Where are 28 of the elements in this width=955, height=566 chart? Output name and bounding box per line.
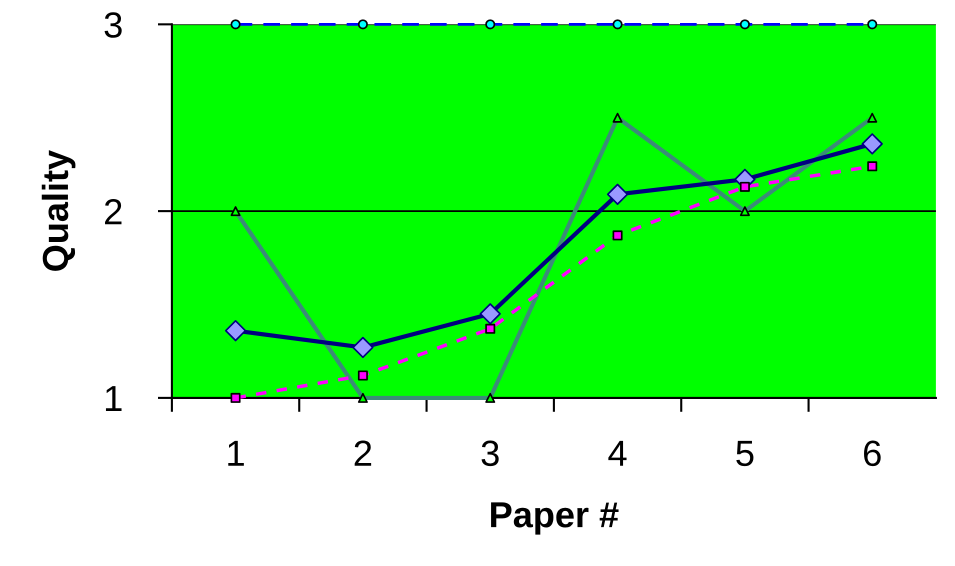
x-tick-label: 6 xyxy=(864,440,881,466)
point xyxy=(480,303,501,325)
x-tick-label: 4 xyxy=(608,440,627,466)
x-tick-label: 3 xyxy=(482,440,499,466)
point xyxy=(230,206,241,216)
y-tick-label: 2 xyxy=(105,198,122,224)
x-axis-title: Paper # xyxy=(491,502,619,535)
point xyxy=(867,161,878,172)
x-tick-label: 5 xyxy=(736,440,754,466)
point xyxy=(612,112,623,123)
point xyxy=(358,392,368,403)
x-tick-label: 1 xyxy=(228,440,244,466)
point xyxy=(740,182,750,192)
point xyxy=(224,320,246,342)
point xyxy=(230,392,241,403)
point xyxy=(612,230,623,240)
y-axis-title: Quality xyxy=(42,150,76,271)
y-tick-label: 1 xyxy=(106,386,122,411)
point xyxy=(740,206,750,216)
point xyxy=(485,324,496,334)
point xyxy=(358,370,368,380)
point xyxy=(606,184,628,205)
point xyxy=(352,336,374,358)
point xyxy=(862,133,883,155)
point xyxy=(485,392,496,403)
y-tick-label: 3 xyxy=(104,12,122,38)
point xyxy=(867,112,878,123)
x-tick-label: 2 xyxy=(354,440,372,466)
